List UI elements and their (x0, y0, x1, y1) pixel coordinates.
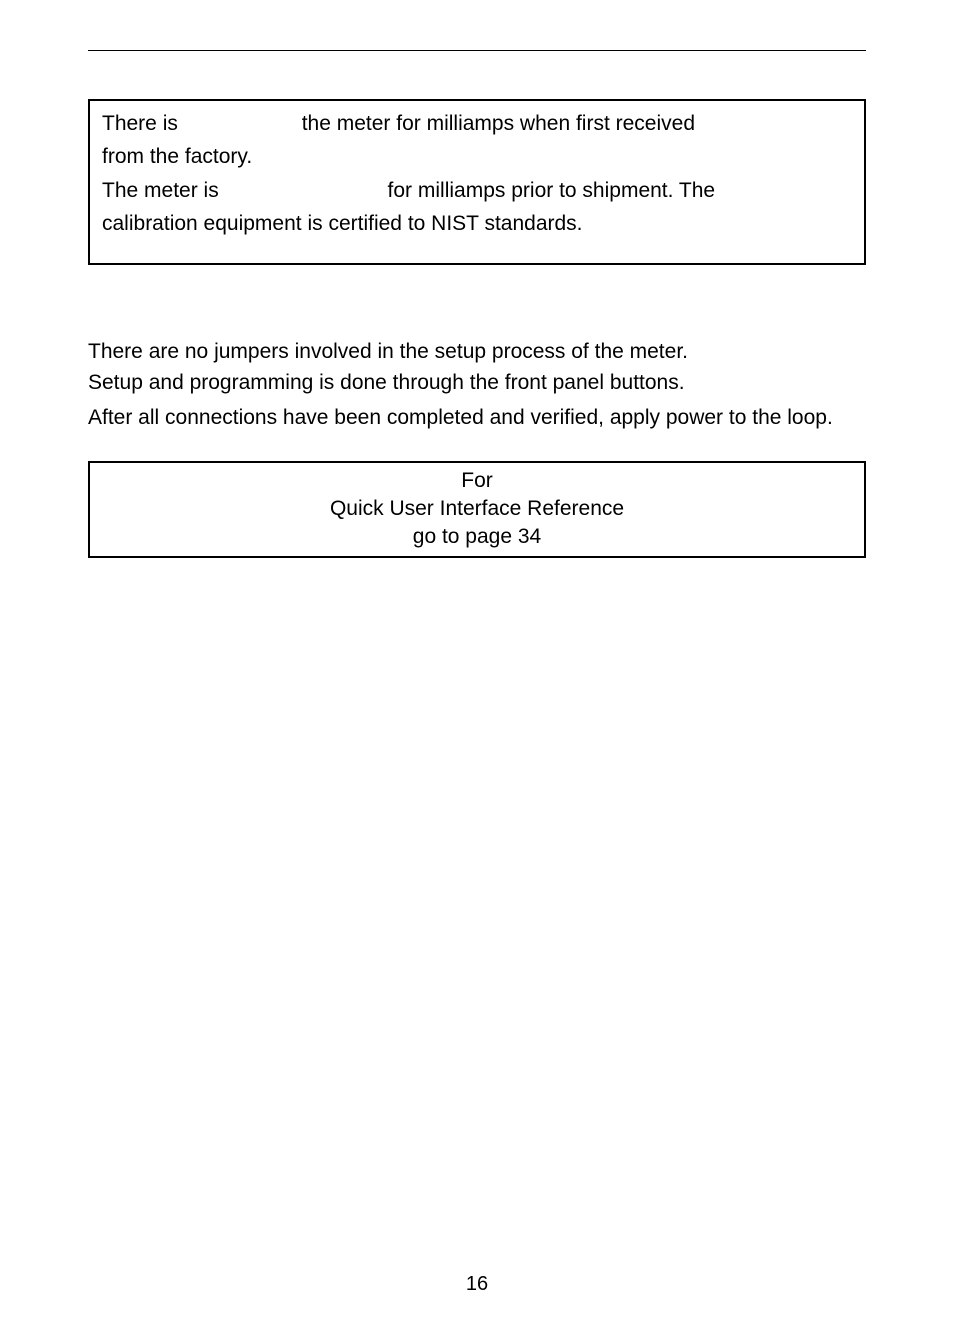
body-p2: Setup and programming is done through th… (88, 368, 866, 397)
note1-line3: The meter is for milliamps prior to ship… (102, 176, 852, 205)
note-box-1: There is the meter for milliamps when fi… (88, 99, 866, 265)
note1-line2: from the factory. (102, 142, 852, 171)
note1-line3a: The meter is (102, 179, 219, 202)
note1-line1a: There is (102, 112, 178, 135)
note1-line3b: for milliamps prior to shipment. The (388, 179, 716, 202)
note-box-2: For Quick User Interface Reference go to… (88, 461, 866, 558)
body-p3: After all connections have been complete… (88, 403, 866, 432)
note1-line1: There is the meter for milliamps when fi… (102, 109, 852, 138)
body-p1: There are no jumpers involved in the set… (88, 337, 866, 366)
note1-line1b: the meter for milliamps when first recei… (302, 112, 695, 135)
top-rule (88, 50, 866, 51)
page-number: 16 (0, 1273, 954, 1296)
note1-line4: calibration equipment is certified to NI… (102, 209, 852, 238)
note2-l3: go to page 34 (102, 523, 852, 551)
note2-l2: Quick User Interface Reference (102, 495, 852, 523)
note2-l1: For (102, 467, 852, 495)
